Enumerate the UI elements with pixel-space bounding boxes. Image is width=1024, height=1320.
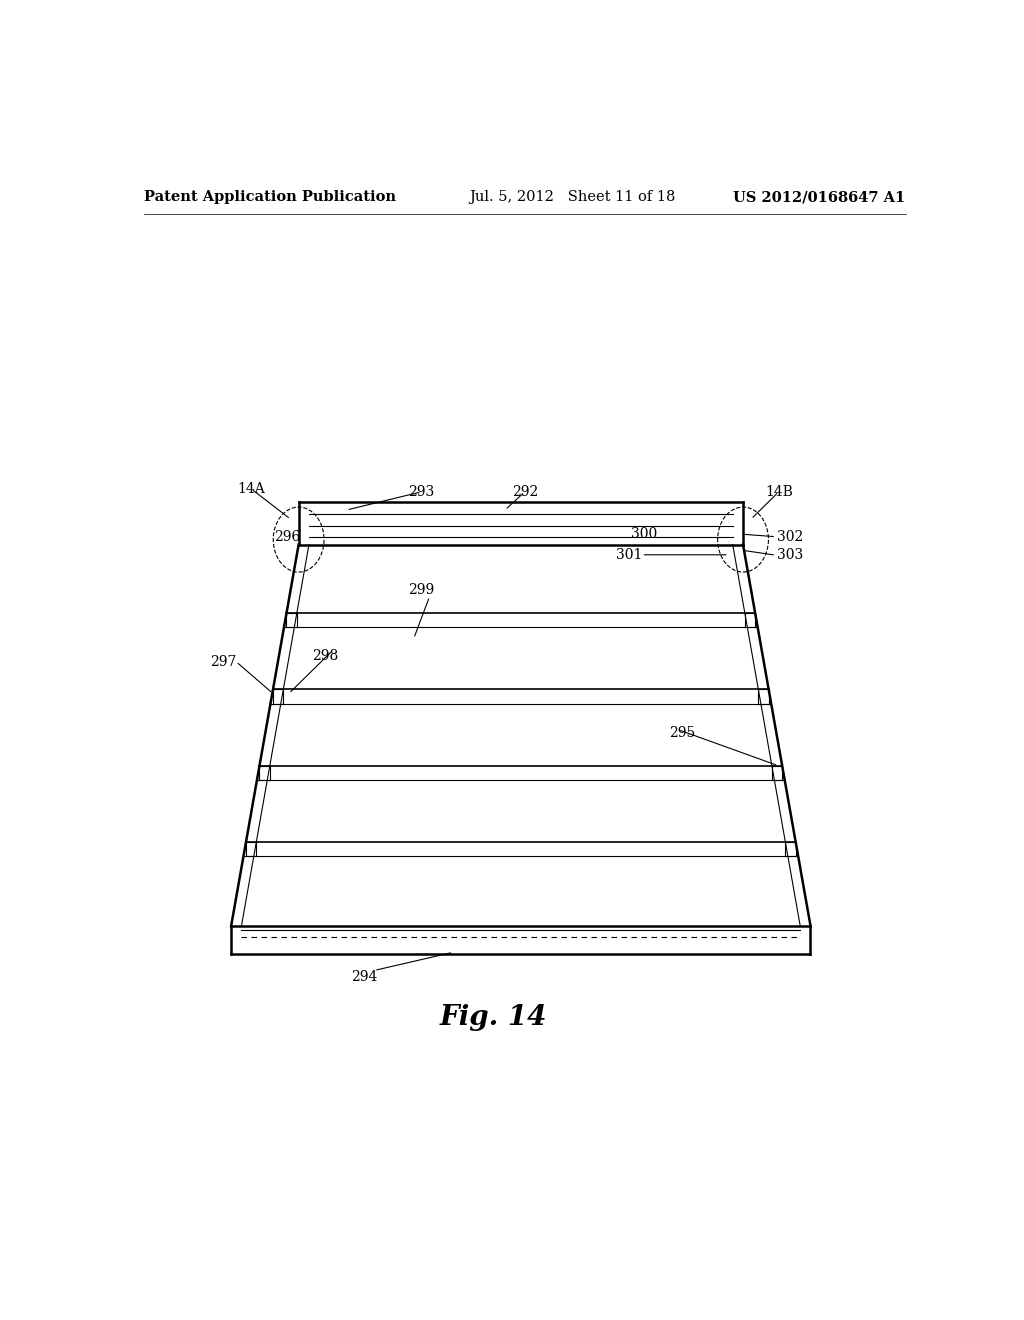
Text: 300: 300	[631, 528, 657, 541]
Text: 14B: 14B	[765, 484, 793, 499]
Text: 14A: 14A	[238, 482, 265, 496]
Text: 295: 295	[669, 726, 695, 739]
Text: 294: 294	[351, 970, 378, 983]
Text: 297: 297	[210, 655, 237, 668]
Text: 303: 303	[777, 548, 804, 562]
Text: 302: 302	[777, 529, 804, 544]
Text: Jul. 5, 2012   Sheet 11 of 18: Jul. 5, 2012 Sheet 11 of 18	[469, 190, 676, 205]
Text: 301: 301	[616, 548, 643, 562]
Text: Patent Application Publication: Patent Application Publication	[143, 190, 396, 205]
Text: 296: 296	[273, 529, 300, 544]
Text: US 2012/0168647 A1: US 2012/0168647 A1	[733, 190, 905, 205]
Text: 292: 292	[512, 484, 538, 499]
Text: 298: 298	[311, 649, 338, 664]
Text: 299: 299	[409, 583, 435, 598]
Text: Fig. 14: Fig. 14	[439, 1003, 547, 1031]
Text: 293: 293	[409, 484, 435, 499]
